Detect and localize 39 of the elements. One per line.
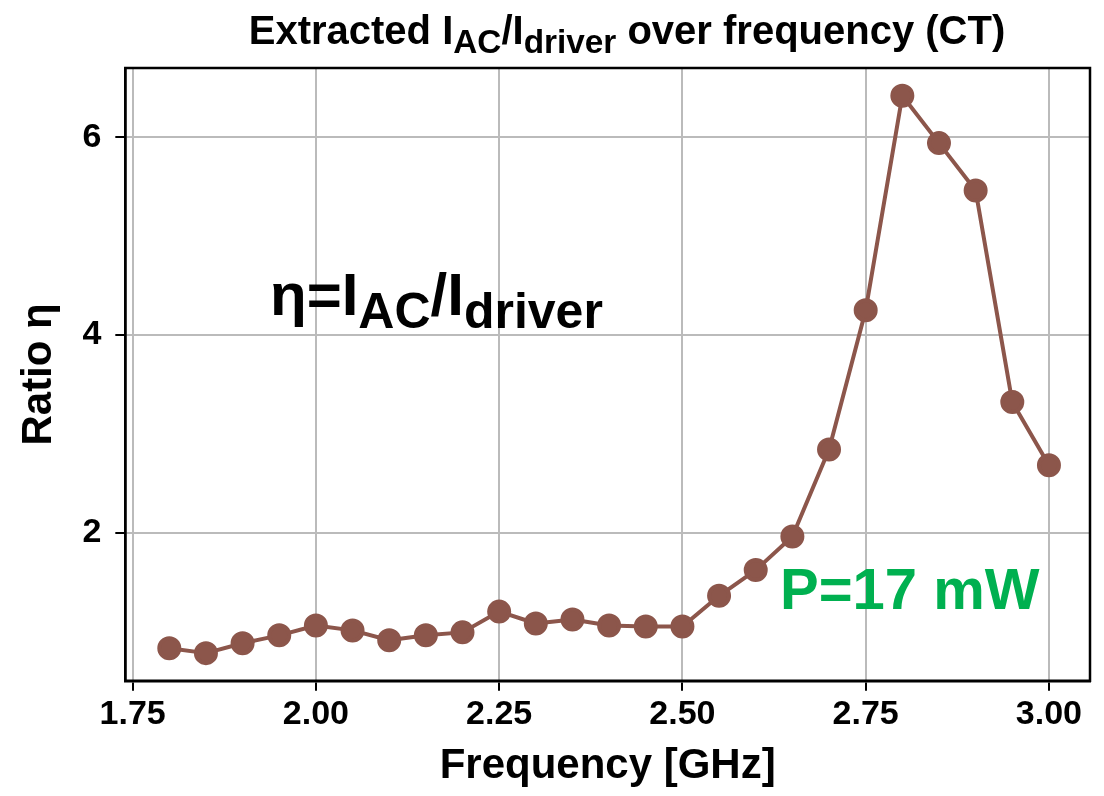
point: [560, 607, 585, 632]
point: [523, 611, 548, 636]
point: [926, 131, 951, 156]
point: [853, 298, 878, 323]
x-tick-label: 1.75: [99, 692, 166, 731]
point: [413, 623, 438, 648]
x-tick-label: 2.00: [282, 692, 349, 731]
point: [670, 614, 695, 639]
point: [377, 628, 402, 653]
x-tick-label: 2.25: [466, 692, 533, 731]
point: [890, 83, 915, 108]
point: [597, 613, 622, 638]
point: [340, 618, 365, 643]
y-tick-label: 2: [82, 510, 102, 549]
point: [780, 524, 805, 549]
x-tick-label: 2.75: [832, 692, 899, 731]
point: [633, 614, 658, 639]
point: [487, 599, 512, 624]
point: [817, 437, 842, 462]
x-tick-label: 2.50: [649, 692, 716, 731]
point: [707, 583, 732, 608]
point: [963, 178, 988, 203]
y-axis-title: Ratio η: [12, 303, 60, 446]
y-tick-label: 4: [82, 313, 102, 352]
y-tick-label: 6: [82, 115, 102, 154]
point: [303, 613, 328, 638]
point: [743, 558, 768, 583]
point: [157, 636, 182, 661]
point: [267, 623, 292, 648]
point: [230, 631, 255, 656]
annotation: η=I$_{AC}$/I$_{driver}$: [270, 260, 603, 340]
point: [1036, 453, 1061, 478]
point: [450, 620, 475, 645]
chart-title: Extracted I$_{AC}$/I$_{driver}$ over frequency (CT): [247, 8, 1007, 61]
annotation: P=17 mW: [780, 555, 1040, 622]
point: [1000, 390, 1025, 415]
x-axis-title: Frequency [GHz]: [439, 740, 776, 788]
point: [193, 641, 218, 666]
x-tick-label: 3.00: [1015, 692, 1083, 731]
